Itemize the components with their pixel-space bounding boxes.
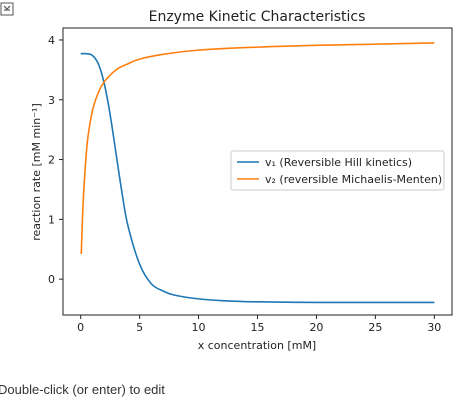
legend-box (230, 150, 445, 191)
x-tick-label: 0 (77, 321, 84, 334)
legend-label-v1: v₁ (Reversible Hill kinetics) (265, 156, 412, 169)
legend: v₁ (Reversible Hill kinetics) v₂ (revers… (230, 150, 445, 191)
x-tick-label: 5 (136, 321, 143, 334)
y-tick-label: 2 (48, 154, 55, 167)
series-line-v1 (80, 52, 435, 304)
legend-label-v2: v₂ (reversible Michaelis-Menten) (265, 173, 442, 186)
enzyme-kinetics-chart: Enzyme Kinetic Characteristics 0 5 10 15 20 2… (30, 9, 453, 352)
x-axis-label: x concentration [mM] (198, 339, 316, 352)
x-tick-label: 10 (192, 321, 206, 334)
collapse-cell-icon[interactable] (0, 2, 14, 16)
y-tick-label: 3 (48, 94, 55, 107)
y-tick-label: 4 (48, 34, 55, 47)
y-tick-label: 0 (48, 273, 55, 286)
y-axis-label: reaction rate [mM min⁻¹] (30, 103, 43, 241)
x-tick-label: 25 (368, 321, 382, 334)
x-tick-label: 20 (309, 321, 323, 334)
y-tick-label: 1 (48, 213, 55, 226)
x-tick-label: 15 (251, 321, 265, 334)
chart-title: Enzyme Kinetic Characteristics (149, 9, 366, 25)
series-line-v2 (80, 42, 435, 255)
x-tick-label: 30 (427, 321, 441, 334)
cell-edit-hint[interactable]: Double-click (or enter) to edit (0, 382, 165, 397)
